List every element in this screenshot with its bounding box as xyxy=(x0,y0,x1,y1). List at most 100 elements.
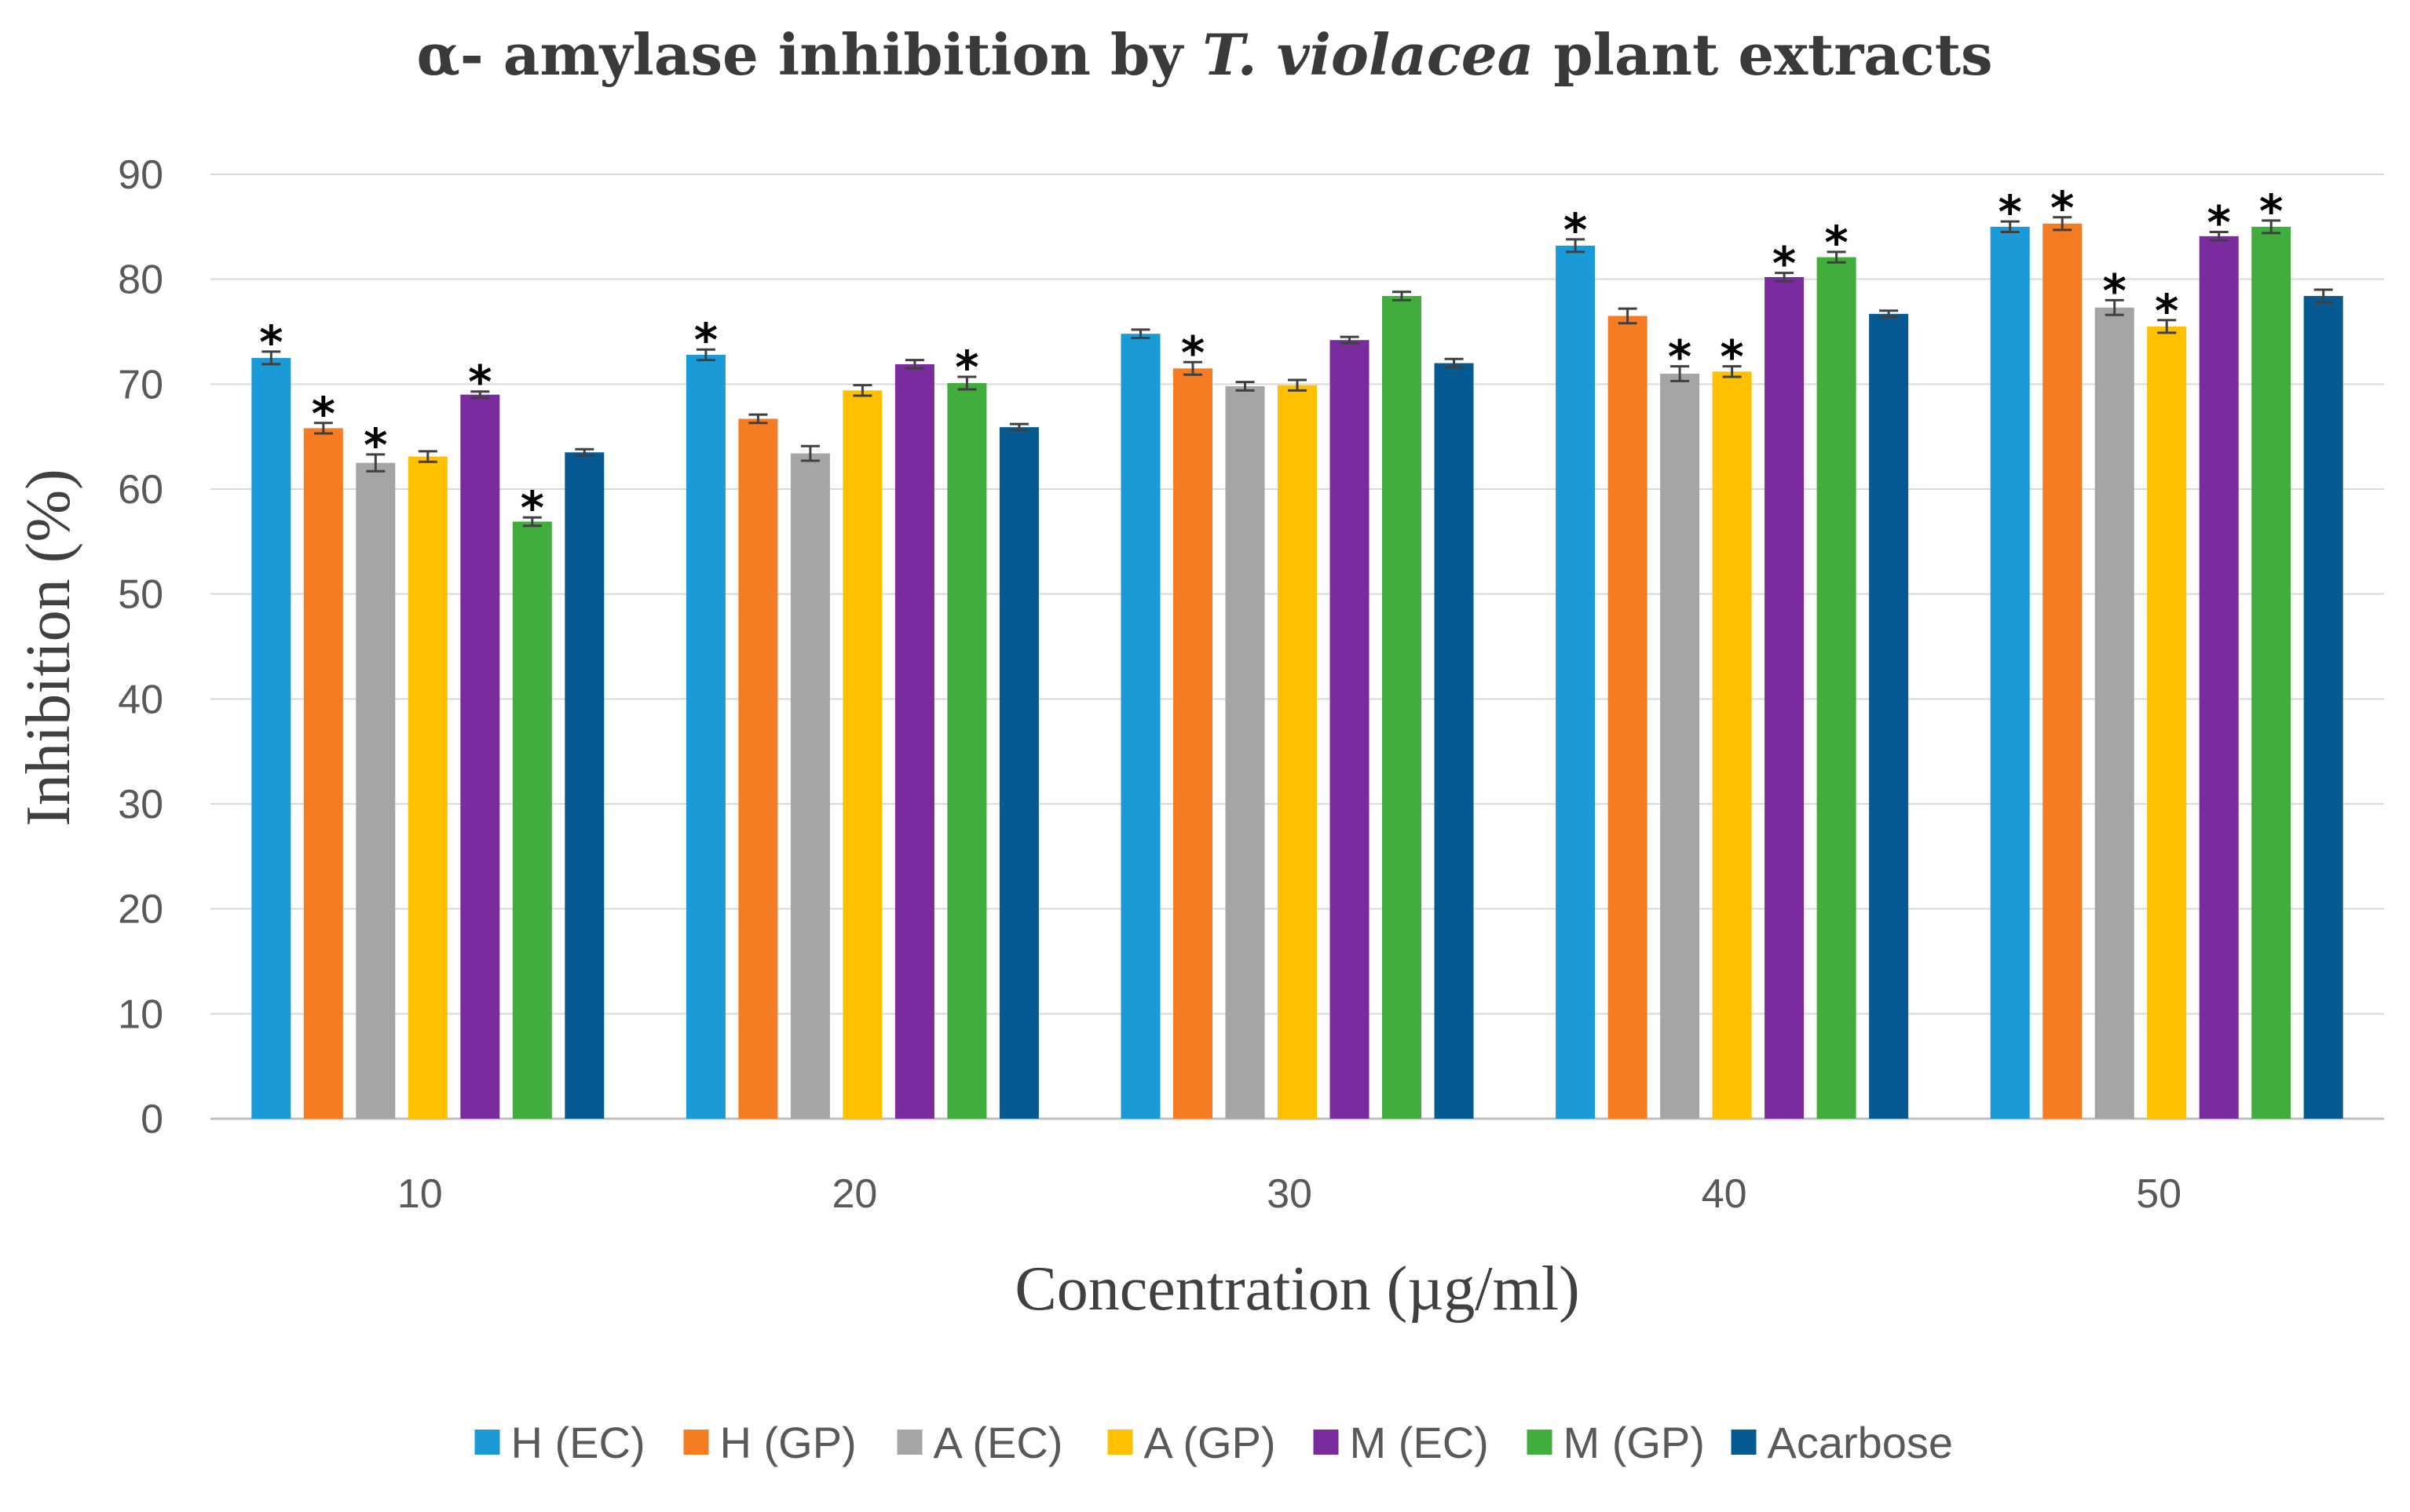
bar xyxy=(2251,226,2291,1119)
bar xyxy=(2094,307,2134,1119)
chart-title-italic: T. violacea xyxy=(1202,21,1534,88)
bar xyxy=(251,357,291,1119)
bar xyxy=(356,462,396,1119)
significance-star: * xyxy=(468,356,492,409)
legend-item: H (GP) xyxy=(683,1418,857,1467)
legend-item: H (EC) xyxy=(474,1418,645,1467)
significance-star: * xyxy=(1999,185,2022,239)
bar xyxy=(894,363,934,1119)
y-tick-label: 0 xyxy=(141,1097,163,1142)
legend-item: M (GP) xyxy=(1527,1418,1705,1467)
y-tick-label: 30 xyxy=(118,782,163,827)
bar xyxy=(303,428,343,1119)
bar xyxy=(1121,334,1161,1119)
significance-star: * xyxy=(312,387,335,440)
bar xyxy=(1556,245,1596,1119)
bar xyxy=(2303,296,2343,1119)
significance-star: * xyxy=(1772,237,1796,290)
legend-label: H (EC) xyxy=(511,1418,645,1467)
y-tick-label: 90 xyxy=(118,152,163,198)
significance-star: * xyxy=(1720,331,1743,384)
bar xyxy=(565,452,605,1119)
bar xyxy=(2199,236,2239,1119)
significance-star: * xyxy=(1563,203,1587,257)
bar-group-40: * * * * * xyxy=(1556,203,1909,1119)
x-axis-title: Concentration (µg/ml) xyxy=(1015,1255,1579,1324)
bar xyxy=(1382,296,1421,1119)
legend-swatch xyxy=(683,1430,709,1455)
significance-star: * xyxy=(2259,184,2283,238)
significance-star: * xyxy=(955,341,978,394)
bar-group-30: * xyxy=(1121,290,1474,1119)
x-tick-label: 30 xyxy=(1267,1171,1312,1217)
legend-label: H (GP) xyxy=(720,1418,857,1467)
bar xyxy=(408,456,448,1119)
legend-item: M (EC) xyxy=(1313,1418,1489,1467)
legend-label: Acarbose xyxy=(1768,1418,1954,1467)
legend-item: Acarbose xyxy=(1731,1418,1954,1467)
bar xyxy=(1607,316,1648,1119)
bar xyxy=(1869,313,1909,1119)
x-tick-label: 50 xyxy=(2136,1171,2181,1217)
bar xyxy=(2042,223,2083,1119)
bar xyxy=(1660,373,1700,1119)
legend-label: M (GP) xyxy=(1563,1418,1705,1467)
bar xyxy=(512,521,552,1119)
bar xyxy=(1225,386,1265,1119)
y-tick-label: 80 xyxy=(118,257,163,303)
bar xyxy=(1712,371,1752,1119)
bar-group-50: * * * * * * xyxy=(1990,181,2343,1119)
bar xyxy=(1434,363,1474,1119)
y-tick-label: 50 xyxy=(118,572,163,618)
legend-swatch xyxy=(1731,1430,1757,1455)
legend-swatch xyxy=(1527,1430,1552,1455)
significance-star: * xyxy=(694,313,718,367)
y-tick-label: 70 xyxy=(118,362,163,407)
chart-title-prefix: α- amylase inhibition by xyxy=(416,21,1202,88)
bars: ******* *** ** ** ** ** * xyxy=(251,181,2343,1119)
significance-star: * xyxy=(2155,284,2178,338)
y-tick-label: 40 xyxy=(118,677,163,722)
x-tick-label: 10 xyxy=(397,1171,443,1217)
y-axis-title: Inhibition (%) xyxy=(14,469,83,826)
legend-swatch xyxy=(1313,1430,1339,1455)
bar xyxy=(999,427,1039,1119)
chart-title-suffix: plant extracts xyxy=(1534,21,1992,88)
legend-label: A (EC) xyxy=(934,1418,1063,1467)
y-tick-label: 60 xyxy=(118,467,163,513)
bar xyxy=(1278,385,1317,1119)
legend-swatch xyxy=(897,1430,923,1455)
chart-title: α- amylase inhibition by T. violacea pla… xyxy=(416,21,1992,88)
legend-item: A (EC) xyxy=(897,1418,1063,1467)
bar xyxy=(2147,326,2187,1119)
y-tick-label: 20 xyxy=(118,887,163,933)
significance-star: * xyxy=(1668,331,1691,384)
x-tick-label: 40 xyxy=(1702,1171,1747,1217)
x-axis-ticks: 10 20 30 40 50 xyxy=(397,1171,2181,1217)
legend-item: A (GP) xyxy=(1107,1418,1276,1467)
bar xyxy=(1816,257,1856,1119)
bar xyxy=(738,418,778,1119)
bar xyxy=(1765,276,1805,1119)
bar xyxy=(947,382,987,1119)
bar xyxy=(686,354,726,1119)
significance-star: * xyxy=(2050,181,2074,235)
significance-star: * xyxy=(2103,264,2127,317)
bar xyxy=(1990,226,2030,1119)
significance-star: * xyxy=(364,418,387,472)
significance-star: * xyxy=(2207,196,2231,250)
significance-star: * xyxy=(1824,216,1848,269)
y-axis-ticks: 0 10 20 30 40 50 60 70 80 90 xyxy=(118,152,163,1142)
bar xyxy=(1329,340,1370,1119)
y-tick-label: 10 xyxy=(118,992,163,1037)
legend-label: M (EC) xyxy=(1350,1418,1489,1467)
legend-label: A (GP) xyxy=(1144,1418,1276,1467)
legend-swatch xyxy=(1107,1430,1133,1455)
bar xyxy=(843,390,883,1119)
bar-group-10: * * * * * xyxy=(251,316,605,1119)
x-tick-label: 20 xyxy=(832,1171,877,1217)
significance-star: * xyxy=(1181,326,1205,379)
bar-group-20: ** xyxy=(686,313,1039,1119)
